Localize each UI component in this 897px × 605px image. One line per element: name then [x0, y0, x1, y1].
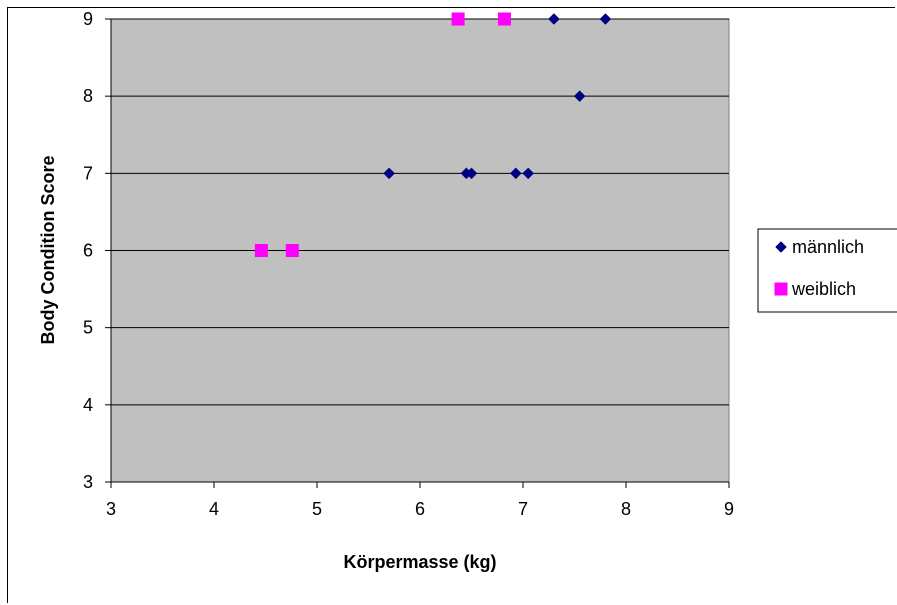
legend-label: weiblich — [791, 279, 856, 299]
data-point-maennlich — [383, 167, 395, 180]
data-point-weiblich — [285, 244, 299, 257]
data-point-weiblich — [497, 12, 511, 26]
x-tick-label: 9 — [724, 499, 734, 519]
data-points — [254, 12, 612, 257]
x-tick-label: 4 — [209, 499, 219, 519]
chart-frame — [7, 7, 895, 603]
x-tick-label: 3 — [106, 499, 116, 519]
y-tick-label: 7 — [83, 163, 93, 183]
data-point-maennlich — [465, 167, 478, 180]
data-point-maennlich — [573, 90, 586, 103]
gridlines — [111, 18, 729, 406]
y-tick-label: 9 — [83, 9, 93, 29]
data-point-maennlich — [599, 13, 612, 25]
x-axis-ticks: 3 4 5 6 7 8 9 — [106, 482, 734, 519]
x-tick-label: 5 — [312, 499, 322, 519]
y-axis-title: Body Condition Score — [38, 156, 58, 345]
data-point-maennlich — [509, 167, 522, 180]
x-tick-label: 8 — [621, 499, 631, 519]
y-tick-label: 3 — [83, 472, 93, 492]
data-point-maennlich — [522, 167, 535, 180]
y-tick-label: 4 — [83, 395, 93, 415]
data-point-weiblich — [451, 12, 465, 26]
legend-marker-maennlich — [775, 241, 787, 253]
x-tick-label: 7 — [518, 499, 528, 519]
x-tick-label: 6 — [415, 499, 425, 519]
x-axis-title: Körpermasse (kg) — [343, 552, 496, 572]
y-axis-ticks: 3 4 5 6 7 8 9 — [83, 9, 111, 492]
y-tick-label: 5 — [83, 318, 93, 338]
y-tick-label: 8 — [83, 86, 93, 106]
data-point-weiblich — [254, 244, 268, 257]
y-tick-label: 6 — [83, 241, 93, 261]
legend-marker-weiblich — [774, 282, 788, 296]
data-point-maennlich — [548, 13, 560, 25]
legend: männlich weiblich — [757, 228, 897, 313]
legend-label: männlich — [792, 237, 864, 257]
